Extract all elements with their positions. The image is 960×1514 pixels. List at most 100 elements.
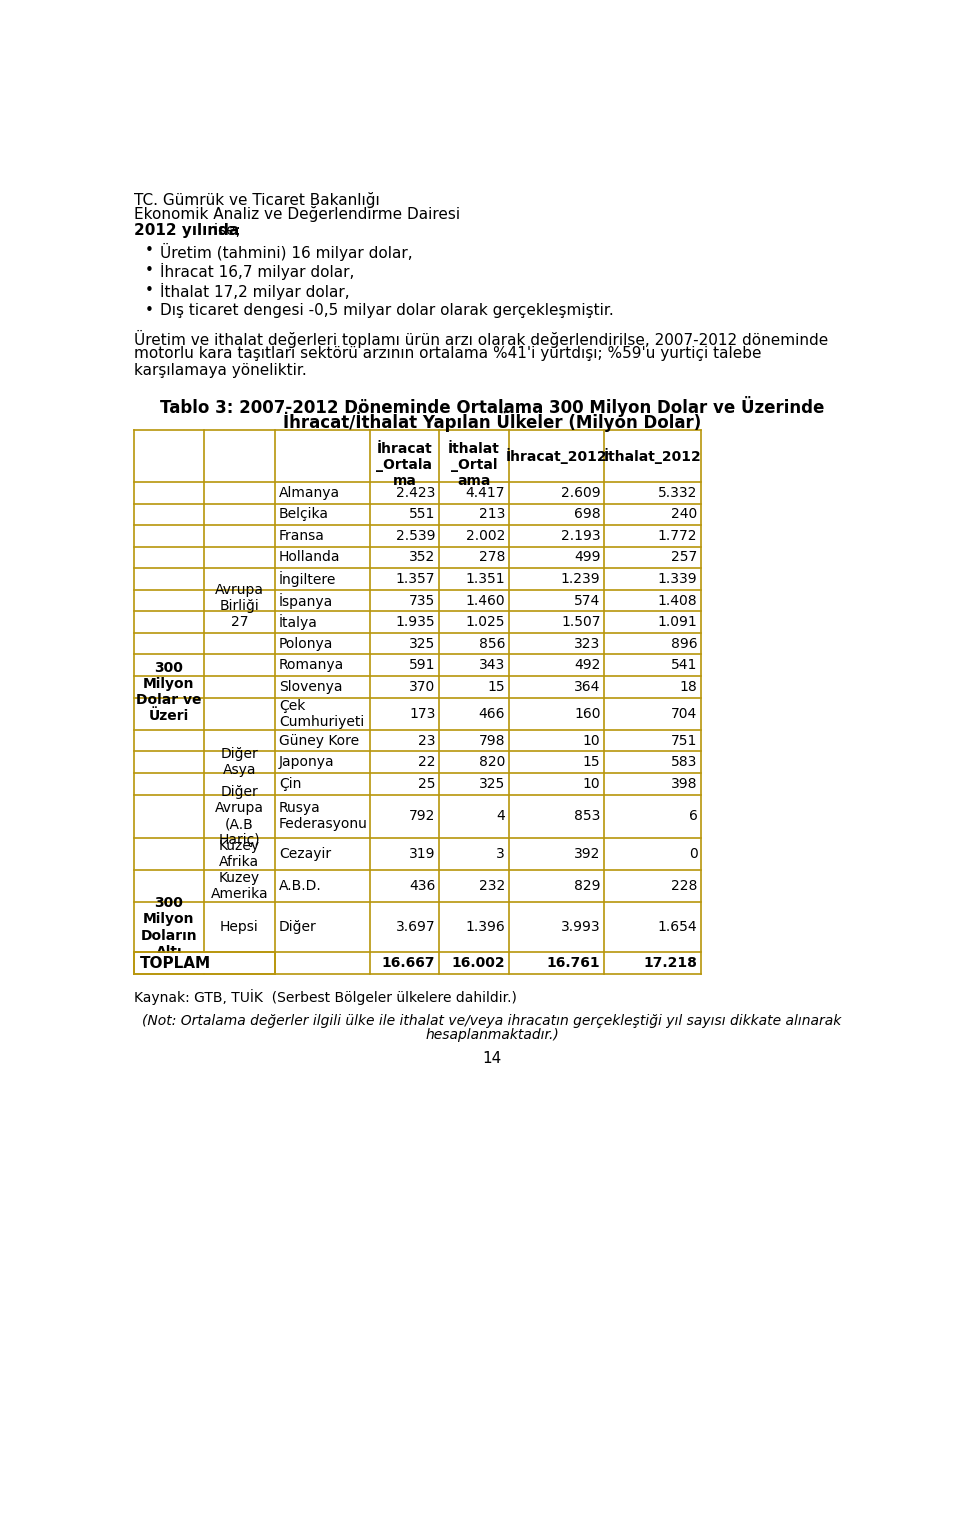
- Text: 0: 0: [688, 846, 697, 861]
- Text: 325: 325: [409, 637, 436, 651]
- Text: Diğer
Asya: Diğer Asya: [221, 748, 258, 777]
- Text: 232: 232: [479, 880, 505, 893]
- Text: Diğer
Avrupa
(A.B
Hariç): Diğer Avrupa (A.B Hariç): [215, 784, 264, 848]
- Text: İthalat
_Ortal
ama: İthalat _Ortal ama: [448, 442, 500, 489]
- Text: Romanya: Romanya: [278, 659, 344, 672]
- Text: A.B.D.: A.B.D.: [278, 880, 322, 893]
- Text: Dış ticaret dengesi -0,5 milyar dolar olarak gerçekleşmiştir.: Dış ticaret dengesi -0,5 milyar dolar ol…: [160, 303, 614, 318]
- Text: 14: 14: [482, 1051, 502, 1066]
- Text: 2.002: 2.002: [466, 528, 505, 544]
- Text: 853: 853: [574, 808, 601, 824]
- Text: 583: 583: [671, 755, 697, 769]
- Text: 352: 352: [409, 551, 436, 565]
- Text: 16.002: 16.002: [451, 957, 505, 970]
- Text: 1.025: 1.025: [466, 615, 505, 630]
- Text: 370: 370: [409, 680, 436, 693]
- Text: (Not: Ortalama değerler ilgili ülke ile ithalat ve/veya ihracatın gerçekleştiği : (Not: Ortalama değerler ilgili ülke ile …: [142, 1014, 842, 1028]
- Text: 1.460: 1.460: [466, 593, 505, 607]
- Text: 466: 466: [479, 707, 505, 721]
- Text: 591: 591: [409, 659, 436, 672]
- Text: 492: 492: [574, 659, 601, 672]
- Text: 698: 698: [574, 507, 601, 521]
- Text: 820: 820: [479, 755, 505, 769]
- Text: İhracat 16,7 milyar dolar,: İhracat 16,7 milyar dolar,: [160, 263, 354, 280]
- Text: 10: 10: [583, 734, 601, 748]
- Text: 2.193: 2.193: [561, 528, 601, 544]
- Text: 319: 319: [409, 846, 436, 861]
- Text: TOPLAM: TOPLAM: [140, 955, 211, 970]
- Text: 541: 541: [671, 659, 697, 672]
- Text: 436: 436: [409, 880, 436, 893]
- Text: 3: 3: [496, 846, 505, 861]
- Text: Kuzey
Amerika: Kuzey Amerika: [210, 871, 268, 901]
- Text: 240: 240: [671, 507, 697, 521]
- Text: 1.408: 1.408: [658, 593, 697, 607]
- Text: 10: 10: [583, 777, 601, 790]
- Text: 499: 499: [574, 551, 601, 565]
- Text: Japonya: Japonya: [278, 755, 334, 769]
- Text: 16.667: 16.667: [382, 957, 436, 970]
- Text: Güney Kore: Güney Kore: [278, 734, 359, 748]
- Text: 6: 6: [688, 808, 697, 824]
- Text: Kaynak: GTB, TUİK  (Serbest Bölgeler ülkelere dahildir.): Kaynak: GTB, TUİK (Serbest Bölgeler ülke…: [134, 990, 516, 1005]
- Text: Çin: Çin: [278, 777, 301, 790]
- Text: Almanya: Almanya: [278, 486, 340, 500]
- Text: 5.332: 5.332: [658, 486, 697, 500]
- Text: 2.609: 2.609: [561, 486, 601, 500]
- Text: 2.539: 2.539: [396, 528, 436, 544]
- Text: İspanya: İspanya: [278, 592, 333, 609]
- Text: Polonya: Polonya: [278, 637, 333, 651]
- Text: 213: 213: [479, 507, 505, 521]
- Text: 792: 792: [409, 808, 436, 824]
- Text: Avrupa
Birliği
27: Avrupa Birliği 27: [215, 583, 264, 630]
- Text: TC. Gümrük ve Ticaret Bakanlığı: TC. Gümrük ve Ticaret Bakanlığı: [134, 192, 380, 209]
- Text: 15: 15: [488, 680, 505, 693]
- Text: Kuzey
Afrika: Kuzey Afrika: [219, 839, 260, 869]
- Text: 856: 856: [479, 637, 505, 651]
- Text: hesaplanmaktadır.): hesaplanmaktadır.): [425, 1028, 559, 1042]
- Text: Ekonomik Analiz ve Değerlendirme Dairesi: Ekonomik Analiz ve Değerlendirme Dairesi: [134, 206, 460, 223]
- Text: Hepsi: Hepsi: [220, 921, 259, 934]
- Text: Çek
Cumhuriyeti: Çek Cumhuriyeti: [278, 698, 364, 728]
- Text: 392: 392: [574, 846, 601, 861]
- Text: 300
Milyon
Doların
Altı: 300 Milyon Doların Altı: [140, 896, 197, 958]
- Text: 343: 343: [479, 659, 505, 672]
- Text: İthalat 17,2 milyar dolar,: İthalat 17,2 milyar dolar,: [160, 283, 350, 300]
- Text: Tablo 3: 2007-2012 Döneminde Ortalama 300 Milyon Dolar ve Üzerinde: Tablo 3: 2007-2012 Döneminde Ortalama 30…: [159, 395, 825, 416]
- Text: Rusya
Federasyonu: Rusya Federasyonu: [278, 801, 368, 831]
- Text: 173: 173: [409, 707, 436, 721]
- Text: 22: 22: [418, 755, 436, 769]
- Text: 300
Milyon
Dolar ve
Üzeri: 300 Milyon Dolar ve Üzeri: [136, 662, 202, 724]
- Text: •: •: [145, 283, 154, 298]
- Text: motorlu kara taşıtları sektörü arzının ortalama %41'i yurtdışı; %59'u yurtiçi ta: motorlu kara taşıtları sektörü arzının o…: [134, 347, 761, 362]
- Text: 798: 798: [479, 734, 505, 748]
- Text: 1.654: 1.654: [658, 921, 697, 934]
- Text: 15: 15: [583, 755, 601, 769]
- Text: 574: 574: [574, 593, 601, 607]
- Text: 829: 829: [574, 880, 601, 893]
- Text: 1.507: 1.507: [561, 615, 601, 630]
- Text: 25: 25: [418, 777, 436, 790]
- Text: 1.935: 1.935: [396, 615, 436, 630]
- Text: 551: 551: [409, 507, 436, 521]
- Text: Hollanda: Hollanda: [278, 551, 341, 565]
- Text: 896: 896: [671, 637, 697, 651]
- Text: 398: 398: [671, 777, 697, 790]
- Text: 751: 751: [671, 734, 697, 748]
- Text: 4.417: 4.417: [466, 486, 505, 500]
- Text: 704: 704: [671, 707, 697, 721]
- Text: 3.697: 3.697: [396, 921, 436, 934]
- Text: İtalya: İtalya: [278, 615, 318, 630]
- Text: 17.218: 17.218: [643, 957, 697, 970]
- Bar: [134, 954, 274, 974]
- Text: 1.091: 1.091: [658, 615, 697, 630]
- Text: Üretim ve ithalat değerleri toplamı ürün arzı olarak değerlendirilse, 2007-2012 : Üretim ve ithalat değerleri toplamı ürün…: [134, 330, 828, 348]
- Text: •: •: [145, 263, 154, 279]
- Text: ise;: ise;: [209, 223, 241, 238]
- Text: 228: 228: [671, 880, 697, 893]
- Text: Diğer: Diğer: [278, 921, 317, 934]
- Text: 1.772: 1.772: [658, 528, 697, 544]
- Text: İngiltere: İngiltere: [278, 571, 336, 587]
- Text: 1.239: 1.239: [561, 572, 601, 586]
- Text: •: •: [145, 303, 154, 318]
